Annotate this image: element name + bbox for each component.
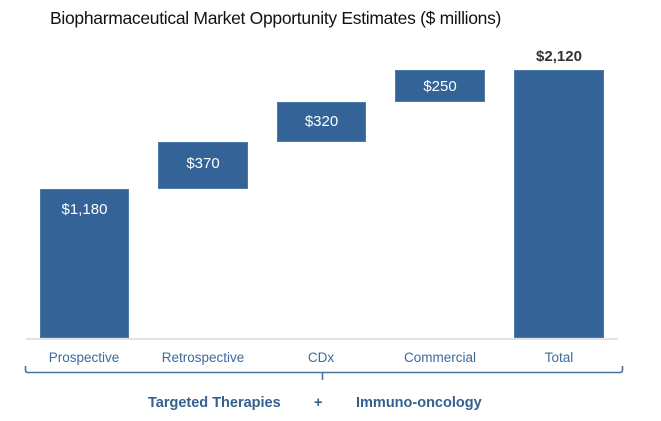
- chart-title: Biopharmaceutical Market Opportunity Est…: [50, 8, 502, 28]
- total-value-label: $2,120: [536, 48, 582, 65]
- category-label-total: Total: [544, 350, 574, 365]
- group-label-immuno-oncology: Immuno-oncology: [356, 395, 482, 411]
- bar-value-label: $320: [304, 113, 339, 130]
- group-label-plus: +: [314, 395, 323, 411]
- category-label-prospective: Prospective: [48, 350, 120, 365]
- category-label-commercial: Commercial: [403, 350, 476, 365]
- bar-value-label: $1,180: [61, 201, 108, 218]
- bar-total: [514, 70, 604, 338]
- group-label-targeted-therapies: Targeted Therapies: [148, 395, 281, 411]
- bar-cdx: $320: [277, 102, 366, 142]
- bar-commercial: $250: [395, 70, 485, 102]
- category-label-cdx: CDx: [307, 350, 335, 365]
- bar-retrospective: $370: [158, 142, 248, 189]
- bar-value-label: $370: [186, 155, 220, 172]
- bar-prospective: $1,180: [40, 189, 129, 338]
- x-axis-line: [26, 338, 618, 340]
- bar-value-label: $250: [423, 78, 457, 95]
- category-label-retrospective: Retrospective: [161, 350, 245, 365]
